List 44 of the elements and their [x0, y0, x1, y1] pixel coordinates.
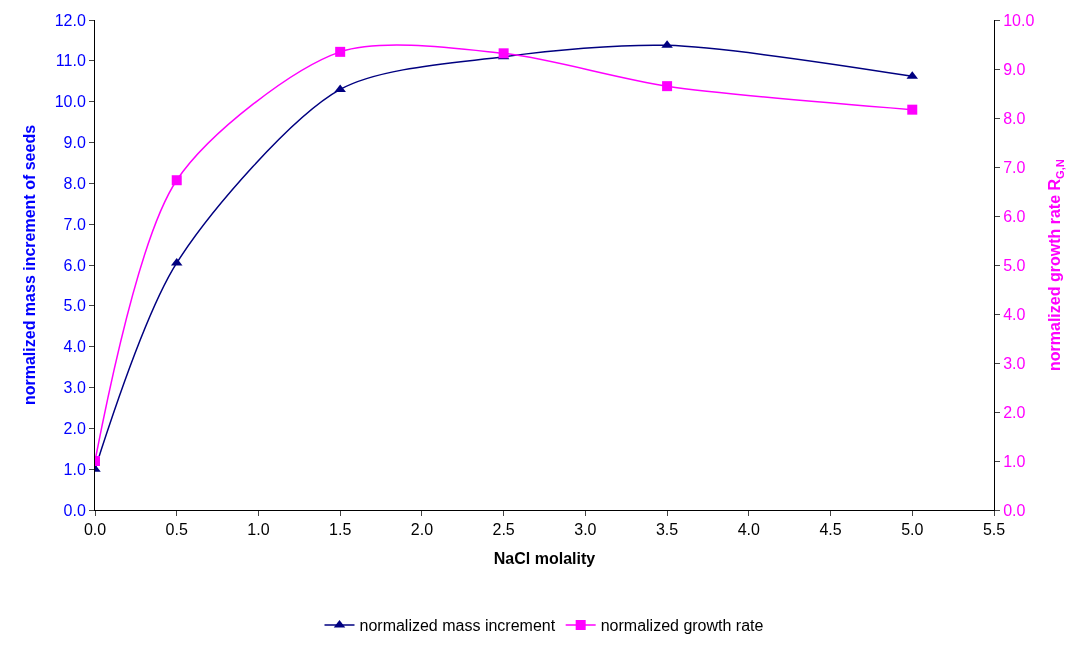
- y-tick-label: 0.0: [63, 501, 86, 519]
- y-tick-label: 7.0: [63, 215, 86, 233]
- x-tick-label: 3.0: [574, 521, 597, 539]
- y-tick-label: 12.0: [54, 11, 86, 29]
- y2-tick-label: 9.0: [1003, 60, 1026, 78]
- x-tick-label: 3.5: [655, 521, 679, 539]
- y2-tick-label: 1.0: [1003, 452, 1026, 470]
- y-axis-title: normalized mass increment of seeds: [20, 124, 38, 406]
- y-tick-label: 8.0: [63, 174, 86, 192]
- y2-tick-label: 10.0: [1003, 11, 1035, 29]
- x-tick-label: 1.5: [329, 521, 352, 539]
- y-tick-label: 11.0: [55, 52, 86, 70]
- point: [907, 104, 918, 115]
- legend-label: normalized mass increment: [359, 617, 556, 635]
- y2-tick-label: 3.0: [1003, 354, 1026, 372]
- y-tick-label: 6.0: [63, 256, 86, 274]
- y2-tick-label: 6.0: [1003, 207, 1026, 225]
- x-tick-label: 4.5: [819, 521, 842, 539]
- y2-tick-label: 7.0: [1003, 158, 1026, 176]
- x-tick-label: 2.0: [410, 521, 434, 539]
- y-tick-label: 1.0: [63, 460, 86, 478]
- y2-tick-label: 5.0: [1003, 256, 1026, 274]
- x-tick-label: 4.0: [737, 521, 761, 539]
- x-tick-label: 0.0: [83, 521, 107, 539]
- x-tick-label: 1.0: [247, 521, 270, 539]
- x-axis-title: NaCl molality: [493, 549, 596, 567]
- point: [171, 175, 182, 186]
- x-tick-label: 2.5: [492, 521, 515, 539]
- y-tick-label: 4.0: [63, 338, 86, 356]
- y-tick-label: 2.0: [63, 419, 86, 437]
- y-tick-label: 5.0: [63, 297, 86, 315]
- y2-tick-label: 8.0: [1003, 109, 1026, 127]
- y2-tick-label: 4.0: [1003, 305, 1026, 323]
- legend-label: normalized growth rate: [600, 617, 764, 635]
- y-tick-label: 9.0: [63, 134, 86, 152]
- y-tick-label: 3.0: [63, 379, 86, 397]
- point: [335, 46, 346, 57]
- x-tick-label: 0.5: [165, 521, 188, 539]
- y2-tick-label: 2.0: [1003, 403, 1026, 421]
- y2-tick-label: 0.0: [1003, 501, 1026, 519]
- x-tick-label: 5.5: [982, 521, 1006, 539]
- y-tick-label: 10.0: [54, 93, 86, 111]
- x-tick-label: 5.0: [901, 521, 924, 539]
- point: [662, 81, 673, 92]
